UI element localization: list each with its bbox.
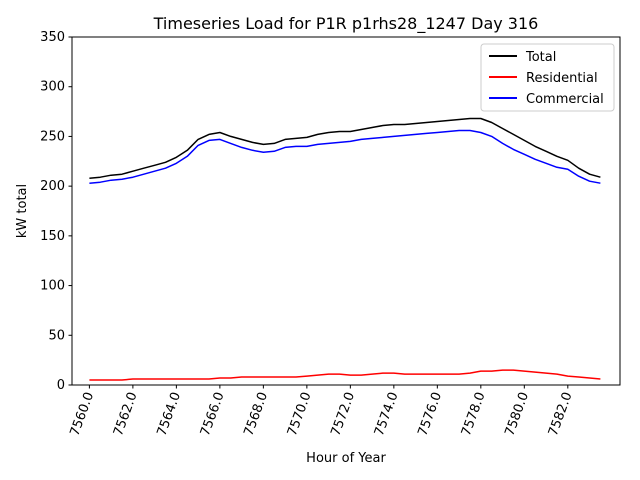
x-tick-label: 7572.0 <box>328 390 358 438</box>
y-tick-label: 350 <box>40 30 65 45</box>
series-line-residential <box>89 369 601 381</box>
y-tick-label: 150 <box>40 229 65 244</box>
y-tick-label: 250 <box>40 129 65 144</box>
legend-label: Residential <box>526 71 598 86</box>
y-tick-label: 50 <box>48 328 65 343</box>
x-tick-label: 7566.0 <box>198 390 228 438</box>
legend-label: Commercial <box>526 92 604 107</box>
x-tick-label: 7570.0 <box>285 390 315 438</box>
series-line-commercial <box>89 129 601 184</box>
legend: Total Residential Commercial <box>480 43 615 112</box>
x-tick-label: 7580.0 <box>502 390 532 438</box>
x-tick-label: 7568.0 <box>241 390 271 438</box>
y-tick-label: 100 <box>40 279 65 294</box>
x-tick-label: 7574.0 <box>372 390 402 438</box>
x-tick-label: 7562.0 <box>111 390 141 438</box>
y-tick-label: 300 <box>40 80 65 95</box>
x-axis-label: Hour of Year <box>306 451 386 466</box>
series-layer <box>89 117 601 381</box>
x-tick-label: 7564.0 <box>154 390 184 438</box>
plot-frame <box>71 36 621 386</box>
x-tick-label: 7560.0 <box>67 390 97 438</box>
x-tick-label: 7576.0 <box>415 390 445 438</box>
series-line-total <box>89 117 601 179</box>
y-tick-label: 0 <box>57 378 65 393</box>
legend-label: Total <box>525 50 556 65</box>
x-tick-label: 7578.0 <box>459 390 489 438</box>
y-axis-label: kW total <box>15 184 30 238</box>
legend-box <box>480 43 615 112</box>
x-tick-label: 7582.0 <box>546 390 576 438</box>
chart-title: Timeseries Load for P1R p1rhs28_1247 Day… <box>153 14 539 34</box>
y-tick-label: 200 <box>40 179 65 194</box>
